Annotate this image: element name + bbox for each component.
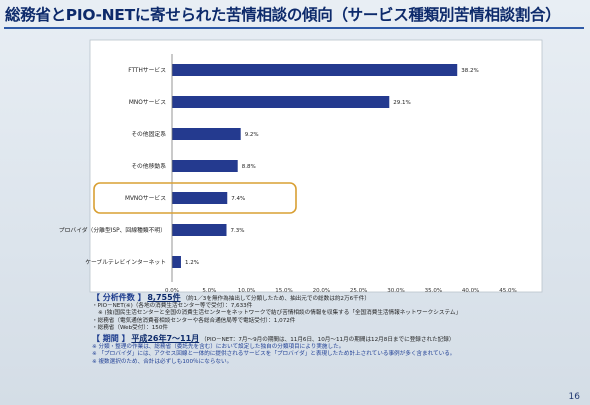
- bar: [172, 128, 241, 140]
- x-tick-label: 5.0%: [202, 288, 216, 294]
- bar-chart: 0.0% 5.0% 10.0% 15.0% 20.0% 25.0% 30.0% 35.0% 40…: [59, 39, 543, 294]
- bar: [172, 96, 390, 108]
- x-tick-label: 20.0%: [313, 288, 330, 294]
- category-label: その他移動系: [131, 162, 166, 170]
- category-label: その他固定系: [131, 130, 166, 138]
- x-tick-label: 35.0%: [425, 288, 442, 294]
- category-label: MNOサービス: [129, 98, 166, 106]
- bar: [172, 160, 238, 172]
- title-underline: [4, 27, 584, 29]
- analysis-count-row: 【 分析件数 】 8,755件 （約1／3を無作為抽出して分類したため、抽出元で…: [92, 294, 532, 303]
- soumu-web-line: ・総務省（Web受付）：150件: [92, 324, 169, 331]
- note-2: ※ 「プロバイダ」には、アクセス回線と一体的に提供されるサービスを「プロバイダ」…: [92, 351, 456, 358]
- x-tick-label: 40.0%: [462, 288, 479, 294]
- mvno-highlight-box: [93, 182, 297, 214]
- bar-value-label: 29.1%: [393, 100, 410, 106]
- analysis-label: 【 分析件数 】: [92, 293, 146, 302]
- page-number: 16: [568, 392, 580, 402]
- pio-footnote: ※ (独)国民生活センターと全国の消費生活センターをネットワークで結び苦情相談の…: [98, 310, 462, 317]
- soumu-center-line: ・総務省（電気通信消費者相談センターや各総合通信局等で電話受付）：1,072件: [92, 317, 296, 324]
- bar-value-label: 1.2%: [185, 260, 199, 266]
- chart-plot-area: [89, 39, 543, 293]
- bar-value-label: 9.2%: [245, 132, 259, 138]
- analysis-count: 8,755件: [147, 293, 181, 302]
- pio-line: ・PIO－NET(※)（各地の消費生活センター等で受付）：7,633件: [92, 303, 253, 310]
- note-3: ※ 複数選択のため、合計は必ずしも100％にならない。: [92, 358, 233, 365]
- page-title: 総務省とPIO-NETに寄せられた苦情相談の傾向（サービス種類別苦情相談割合）: [5, 6, 561, 24]
- category-label: プロバイダ（分離型ISP、回線種類不明）: [59, 226, 166, 234]
- bar: [172, 64, 458, 76]
- note-1: ※ 分類・整理の作業は、総務省（委託先を含む）において設定した独自の分類項目によ…: [92, 344, 345, 351]
- category-label: MVNOサービス: [125, 194, 166, 202]
- bar-value-label: 38.2%: [461, 68, 478, 74]
- bar: [172, 256, 181, 268]
- period-value: 平成26年7～11月: [131, 334, 200, 344]
- x-tick-label: 25.0%: [350, 288, 367, 294]
- period-label: 【 期間 】: [92, 334, 130, 344]
- period-row: 【 期間 】 平成26年7～11月 （PIO－NET：7月～9月の期間は、11月…: [92, 335, 532, 344]
- x-tick-label: 10.0%: [238, 288, 255, 294]
- category-label: FTTHサービス: [128, 66, 166, 74]
- period-note: （PIO－NET：7月～9月の期間は、11月6日、10月～11月の期間は12月8…: [200, 337, 455, 344]
- bar-value-label: 7.3%: [231, 228, 245, 234]
- category-label: ケーブルテレビインターネット: [85, 258, 166, 266]
- analysis-detail: （約1／3を無作為抽出して分類したため、抽出元での総数は約2万6千件）: [182, 296, 370, 302]
- bar: [172, 224, 227, 236]
- x-tick-label: 30.0%: [387, 288, 404, 294]
- analysis-notes: 【 分析件数 】 8,755件 （約1／3を無作為抽出して分類したため、抽出元で…: [92, 294, 532, 366]
- bar-value-label: 7.4%: [231, 196, 245, 202]
- x-tick-label: 45.0%: [499, 288, 516, 294]
- x-tick-label: 15.0%: [275, 288, 292, 294]
- x-tick-label: 0.0%: [165, 288, 179, 294]
- bar: [172, 192, 228, 204]
- bar-value-label: 8.8%: [242, 164, 256, 170]
